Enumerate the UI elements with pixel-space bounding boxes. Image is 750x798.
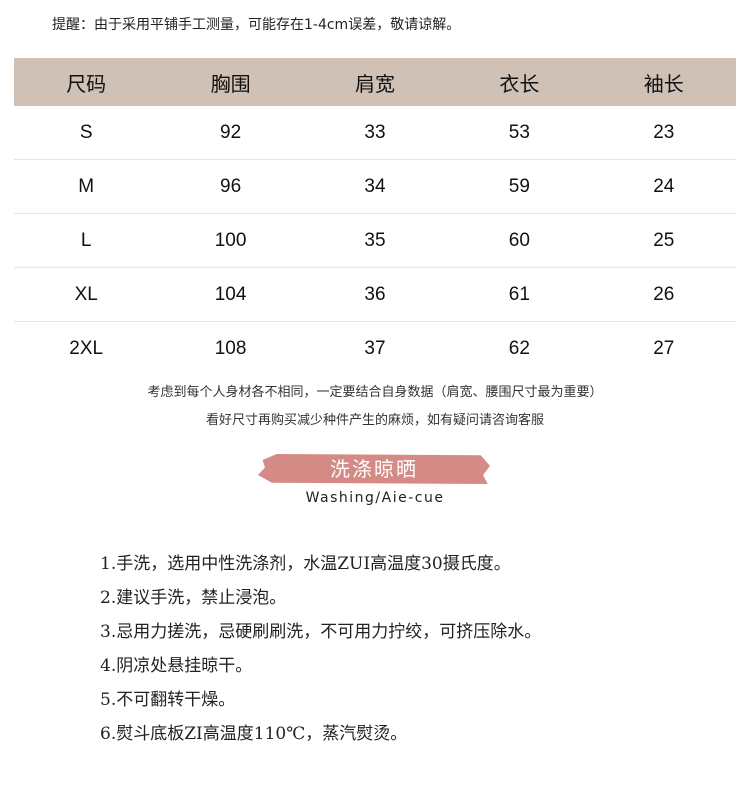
instruction-item: 5.不可翻转干燥。 bbox=[100, 690, 236, 710]
table-cell: 53 bbox=[447, 106, 592, 160]
table-row: S 92 33 53 23 bbox=[14, 106, 736, 160]
instruction-item: 3.忌用力搓洗，忌硬刷刷洗，不可用力拧绞，可挤压除水。 bbox=[100, 622, 542, 642]
tip-line-2: 看好尺寸再购买减少种件产生的麻烦，如有疑问请咨询客服 bbox=[205, 413, 544, 428]
table-cell: 60 bbox=[447, 213, 592, 268]
washing-instructions: 1.手洗，选用中性洗涤剂，水温ZUI高温度30摄氏度。 2.建议手洗，禁止浸泡。… bbox=[100, 552, 541, 756]
column-header: 胸围 bbox=[158, 58, 303, 106]
table-cell: 23 bbox=[591, 106, 736, 160]
table-cell: 2XL bbox=[69, 337, 104, 359]
table-cell: 26 bbox=[591, 267, 736, 322]
table-row: L 100 35 60 25 bbox=[14, 213, 736, 268]
tip-line-1: 考虑到每个人身材各不相同，一定要结合自身数据（肩宽、腰围尺寸最为重要） bbox=[147, 385, 603, 400]
table-cell: 59 bbox=[447, 159, 592, 214]
column-header: 衣长 bbox=[447, 58, 592, 106]
washing-subtitle: Washing/Aie-cue bbox=[305, 490, 445, 506]
table-cell: 34 bbox=[302, 159, 448, 214]
table-cell: 61 bbox=[447, 267, 592, 322]
table-cell: 104 bbox=[158, 267, 303, 322]
table-cell: XL bbox=[14, 267, 159, 322]
column-header: 袖长 bbox=[591, 58, 736, 106]
instruction-item: 2.建议手洗，禁止浸泡。 bbox=[100, 588, 287, 608]
table-cell: 25 bbox=[591, 213, 736, 268]
instruction-item: 1.手洗，选用中性洗涤剂，水温ZUI高温度30摄氏度。 bbox=[100, 554, 511, 574]
table-cell: 24 bbox=[591, 159, 736, 214]
table-cell: 37 bbox=[364, 337, 386, 359]
table-cell: 35 bbox=[302, 213, 448, 268]
table-row: M 96 34 59 24 bbox=[14, 159, 736, 214]
table-cell: 33 bbox=[302, 106, 448, 160]
table-row: XL 104 36 61 26 bbox=[14, 267, 736, 322]
table-cell: 62 bbox=[508, 337, 530, 359]
washing-title: 洗涤晾晒 bbox=[330, 457, 418, 481]
instruction-item: 4.阴凉处悬挂晾干。 bbox=[100, 656, 253, 676]
table-cell: 100 bbox=[158, 213, 303, 268]
size-table-header: 尺码 胸围 肩宽 衣长 袖长 bbox=[14, 58, 736, 106]
table-cell: L bbox=[14, 213, 159, 268]
table-cell: M bbox=[14, 159, 159, 214]
table-row: 2XL 108 37 62 27 bbox=[14, 322, 736, 376]
table-cell: S bbox=[14, 106, 159, 160]
washing-title-banner: 洗涤晾晒 bbox=[258, 454, 490, 484]
column-header: 肩宽 bbox=[302, 58, 448, 106]
table-cell: 27 bbox=[653, 337, 675, 359]
instruction-item: 6.熨斗底板ZI高温度110℃，蒸汽熨烫。 bbox=[100, 724, 408, 744]
measurement-notice: 提醒：由于采用平铺手工测量，可能存在1-4cm误差，敬请谅解。 bbox=[52, 17, 461, 33]
column-header: 尺码 bbox=[14, 58, 159, 106]
table-cell: 108 bbox=[214, 337, 247, 359]
size-table: 尺码 胸围 肩宽 衣长 袖长 S 92 33 53 23 M 96 34 59 24 L 100 35 60 25 X… bbox=[14, 58, 736, 375]
table-cell: 36 bbox=[302, 267, 448, 322]
table-cell: 92 bbox=[158, 106, 303, 160]
table-cell: 96 bbox=[158, 159, 303, 214]
